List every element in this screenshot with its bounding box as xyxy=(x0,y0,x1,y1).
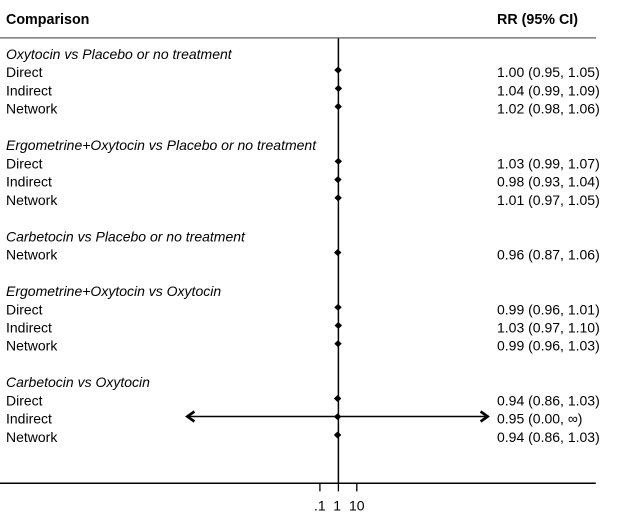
svg-text:0.95 (0.00, ∞): 0.95 (0.00, ∞) xyxy=(497,411,582,427)
svg-text:1.03 (0.97, 1.10): 1.03 (0.97, 1.10) xyxy=(497,320,600,336)
svg-text:RR (95% CI): RR (95% CI) xyxy=(497,12,578,28)
svg-text:Comparison: Comparison xyxy=(6,12,89,28)
svg-text:1.01 (0.97, 1.05): 1.01 (0.97, 1.05) xyxy=(497,192,600,208)
svg-text:Network: Network xyxy=(6,192,58,208)
svg-text:Indirect: Indirect xyxy=(6,174,52,190)
svg-text:Carbetocin vs Oxytocin: Carbetocin vs Oxytocin xyxy=(6,374,150,390)
svg-text:Indirect: Indirect xyxy=(6,411,52,427)
svg-text:1.03 (0.99, 1.07): 1.03 (0.99, 1.07) xyxy=(497,155,600,171)
svg-text:Ergometrine+Oxytocin vs Placeb: Ergometrine+Oxytocin vs Placebo or no tr… xyxy=(6,137,317,153)
svg-text:Ergometrine+Oxytocin vs Oxytoc: Ergometrine+Oxytocin vs Oxytocin xyxy=(6,283,221,299)
svg-text:Carbetocin vs Placebo or no tr: Carbetocin vs Placebo or no treatment xyxy=(6,228,246,244)
svg-text:1: 1 xyxy=(333,498,341,514)
svg-text:0.94 (0.86, 1.03): 0.94 (0.86, 1.03) xyxy=(497,429,600,445)
svg-text:Direct: Direct xyxy=(6,155,43,171)
svg-text:1.02 (0.98, 1.06): 1.02 (0.98, 1.06) xyxy=(497,101,600,117)
svg-text:Direct: Direct xyxy=(6,301,43,317)
svg-text:Indirect: Indirect xyxy=(6,82,52,98)
svg-text:Network: Network xyxy=(6,247,58,263)
svg-text:Oxytocin vs Placebo or no trea: Oxytocin vs Placebo or no treatment xyxy=(6,46,233,62)
svg-text:Indirect: Indirect xyxy=(6,320,52,336)
svg-text:1.00 (0.95, 1.05): 1.00 (0.95, 1.05) xyxy=(497,64,600,80)
svg-text:0.98 (0.93, 1.04): 0.98 (0.93, 1.04) xyxy=(497,174,600,190)
svg-text:Direct: Direct xyxy=(6,64,43,80)
svg-text:Network: Network xyxy=(6,338,58,354)
svg-text:Direct: Direct xyxy=(6,393,43,409)
svg-text:.1: .1 xyxy=(314,498,326,514)
svg-text:Network: Network xyxy=(6,101,58,117)
svg-text:0.96 (0.87, 1.06): 0.96 (0.87, 1.06) xyxy=(497,247,600,263)
svg-text:Network: Network xyxy=(6,429,58,445)
svg-text:0.99 (0.96, 1.01): 0.99 (0.96, 1.01) xyxy=(497,301,600,317)
svg-text:1.04 (0.99, 1.09): 1.04 (0.99, 1.09) xyxy=(497,82,600,98)
svg-text:10: 10 xyxy=(349,498,365,514)
svg-text:0.99 (0.96, 1.03): 0.99 (0.96, 1.03) xyxy=(497,338,600,354)
svg-text:0.94 (0.86, 1.03): 0.94 (0.86, 1.03) xyxy=(497,393,600,409)
